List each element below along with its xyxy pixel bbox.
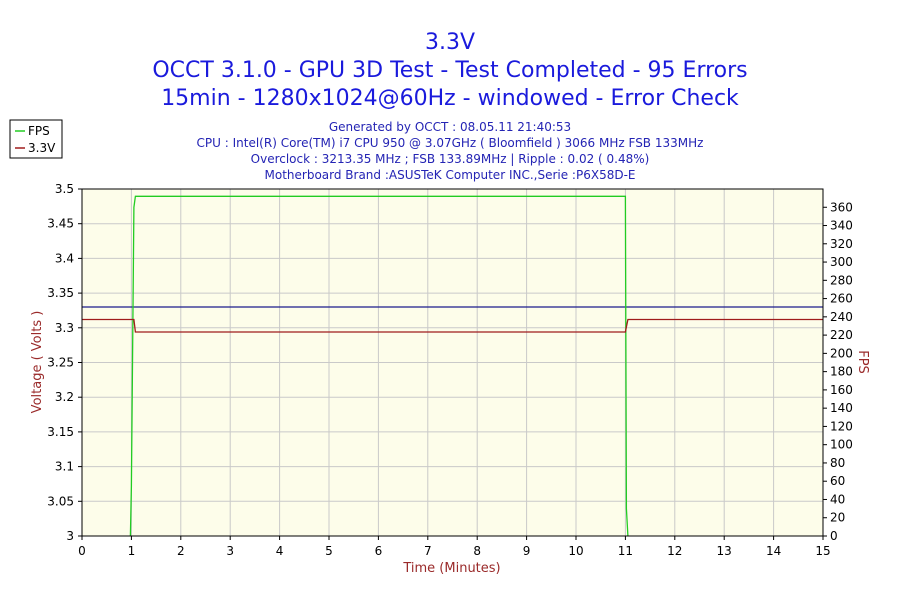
y2-tick-label: 180 xyxy=(830,365,853,379)
series-line-33v xyxy=(82,318,823,333)
y2-tick-label: 120 xyxy=(830,419,853,433)
x-tick-label: 14 xyxy=(766,544,781,558)
y-tick-label: 3.3 xyxy=(55,321,74,335)
chart-subtitle-1: OCCT 3.1.0 - GPU 3D Test - Test Complete… xyxy=(152,58,747,83)
ticks: 0 1 2 3 4 5 6 7 8 9 10 11 12 13 14 1533.053.13.153.23.2… xyxy=(47,182,853,558)
x-tick-label: 4 xyxy=(276,544,284,558)
x-tick-label: 0 xyxy=(78,544,86,558)
legend-label-fps: FPS xyxy=(28,124,50,138)
y2-tick-label: 320 xyxy=(830,237,853,251)
y2-tick-label: 200 xyxy=(830,346,853,360)
y-tick-label: 3.1 xyxy=(55,460,74,474)
x-tick-label: 5 xyxy=(325,544,333,558)
info-line-overclock: Overclock : 3213.35 MHz ; FSB 133.89MHz … xyxy=(251,152,650,166)
y2-tick-label: 240 xyxy=(830,310,853,324)
y2-tick-label: 100 xyxy=(830,438,853,452)
y-tick-label: 3.5 xyxy=(55,182,74,196)
y-tick-label: 3.15 xyxy=(47,425,74,439)
x-tick-label: 8 xyxy=(473,544,481,558)
y2-tick-label: 40 xyxy=(830,492,845,506)
y-tick-label: 3.45 xyxy=(47,217,74,231)
y2-tick-label: 0 xyxy=(830,529,838,543)
legend-box xyxy=(9,119,63,159)
info-line-cpu: CPU : Intel(R) Core(TM) i7 CPU 950 @ 3.0… xyxy=(197,136,704,150)
y2-tick-label: 220 xyxy=(830,328,853,342)
y2-tick-label: 260 xyxy=(830,292,853,306)
x-tick-label: 11 xyxy=(618,544,633,558)
x-tick-label: 7 xyxy=(424,544,432,558)
y2-tick-label: 80 xyxy=(830,456,845,470)
series-line-fps xyxy=(129,195,629,537)
chart-title: 3.3V xyxy=(425,30,475,55)
x-tick-label: 2 xyxy=(177,544,185,558)
series-layer xyxy=(82,195,823,537)
y-tick-label: 3.35 xyxy=(47,286,74,300)
x-axis-label: Time (Minutes) xyxy=(402,561,500,576)
x-tick-label: 1 xyxy=(128,544,136,558)
y-tick-label: 3 xyxy=(66,529,74,543)
y2-tick-label: 340 xyxy=(830,219,853,233)
y-tick-label: 3.4 xyxy=(55,251,74,265)
y-tick-label: 3.2 xyxy=(55,390,74,404)
info-line-generated: Generated by OCCT : 08.05.11 21:40:53 xyxy=(329,120,571,134)
x-tick-label: 6 xyxy=(375,544,383,558)
x-tick-label: 13 xyxy=(717,544,732,558)
y2-tick-label: 60 xyxy=(830,474,845,488)
legend-label-3v3: 3.3V xyxy=(28,141,56,155)
chart-subtitle-2: 15min - 1280x1024@60Hz - windowed - Erro… xyxy=(161,86,739,111)
y2-tick-label: 140 xyxy=(830,401,853,415)
grid xyxy=(82,189,823,536)
y-tick-label: 3.25 xyxy=(47,356,74,370)
y2-tick-label: 20 xyxy=(830,511,845,525)
y-axis-label: Voltage ( Volts ) xyxy=(30,311,45,414)
y-tick-label: 3.05 xyxy=(47,494,74,508)
y2-tick-label: 300 xyxy=(830,255,853,269)
y2-tick-label: 360 xyxy=(830,200,853,214)
x-tick-label: 9 xyxy=(523,544,531,558)
plot-frame xyxy=(81,188,824,537)
y2-tick-label: 160 xyxy=(830,383,853,397)
x-tick-label: 10 xyxy=(568,544,583,558)
y2-axis-label: FPS xyxy=(855,350,870,374)
info-line-motherboard: Motherboard Brand :ASUSTeK Computer INC.… xyxy=(265,168,636,182)
legend: FPS 3.3V xyxy=(9,119,63,159)
x-tick-label: 3 xyxy=(226,544,234,558)
x-tick-label: 12 xyxy=(667,544,682,558)
x-tick-label: 15 xyxy=(815,544,830,558)
y2-tick-label: 280 xyxy=(830,273,853,287)
